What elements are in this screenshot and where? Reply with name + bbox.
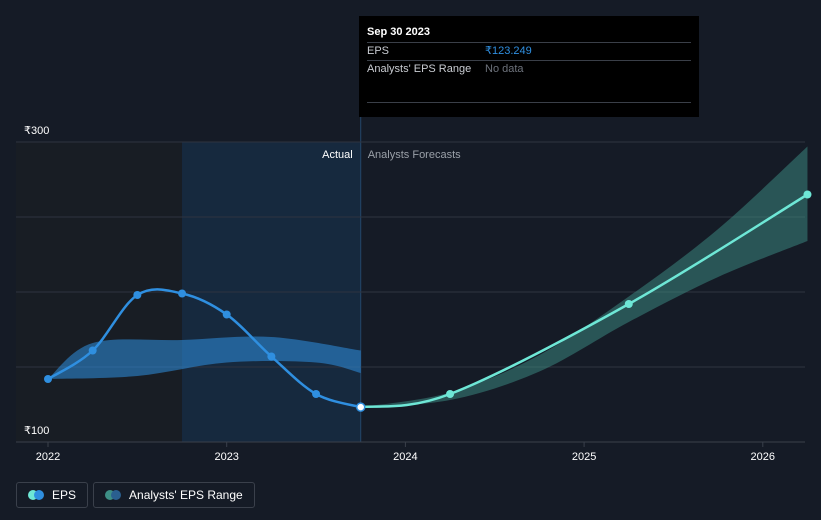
tooltip-range-value: No data (485, 63, 524, 75)
range-legend-icon (105, 490, 122, 500)
eps-point (222, 310, 231, 319)
tooltip-eps-label: EPS (367, 45, 390, 57)
x-tick-label: 2023 (214, 451, 238, 463)
chart-legend: EPS Analysts' EPS Range (16, 482, 255, 508)
eps-point (133, 291, 142, 299)
tooltip-row-eps: EPS ₹123.249 (367, 42, 691, 60)
eps-forecast-point (446, 390, 455, 398)
eps-tooltip: Sep 30 2023 EPS ₹123.249 Analysts' EPS R… (359, 16, 699, 117)
legend-eps-label: EPS (52, 488, 77, 502)
eps-point (312, 390, 321, 398)
x-tick-label: 2026 (751, 451, 775, 463)
y-tick-label-bottom: ₹100 (24, 425, 49, 437)
eps-line (47, 288, 362, 409)
actual-label: Actual (322, 149, 353, 161)
forecast-range-band (360, 146, 808, 408)
forecast-label: Analysts Forecasts (368, 149, 461, 161)
tooltip-divider (367, 102, 691, 103)
x-tick-label: 2024 (393, 451, 417, 463)
tooltip-date: Sep 30 2023 (367, 26, 430, 38)
eps-point (44, 375, 52, 383)
eps-point (267, 352, 276, 361)
x-tick-label: 2025 (572, 451, 596, 463)
y-tick-label-top: ₹300 (24, 125, 49, 137)
legend-item-range[interactable]: Analysts' EPS Range (93, 482, 255, 508)
legend-item-eps[interactable]: EPS (16, 482, 89, 508)
actual-range-band (48, 336, 361, 379)
x-tick-label: 2022 (36, 451, 60, 463)
legend-range-label: Analysts' EPS Range (129, 488, 243, 502)
eps-current-point (355, 402, 366, 412)
eps-forecast-line (360, 193, 809, 409)
tooltip-eps-value: ₹123.249 (485, 45, 532, 57)
eps-point (88, 346, 97, 355)
eps-legend-icon (28, 490, 44, 500)
tooltip-range-label: Analysts' EPS Range (367, 63, 472, 75)
eps-forecast-point (624, 300, 633, 308)
eps-forecast-point (803, 190, 812, 199)
tooltip-row-range: Analysts' EPS Range No data (367, 60, 691, 78)
eps-point (178, 289, 187, 298)
